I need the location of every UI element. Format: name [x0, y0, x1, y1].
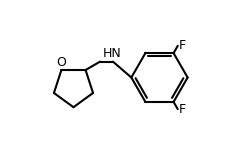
Text: HN: HN [103, 46, 122, 60]
Text: O: O [56, 56, 66, 69]
Text: F: F [179, 39, 186, 52]
Text: F: F [179, 103, 186, 116]
